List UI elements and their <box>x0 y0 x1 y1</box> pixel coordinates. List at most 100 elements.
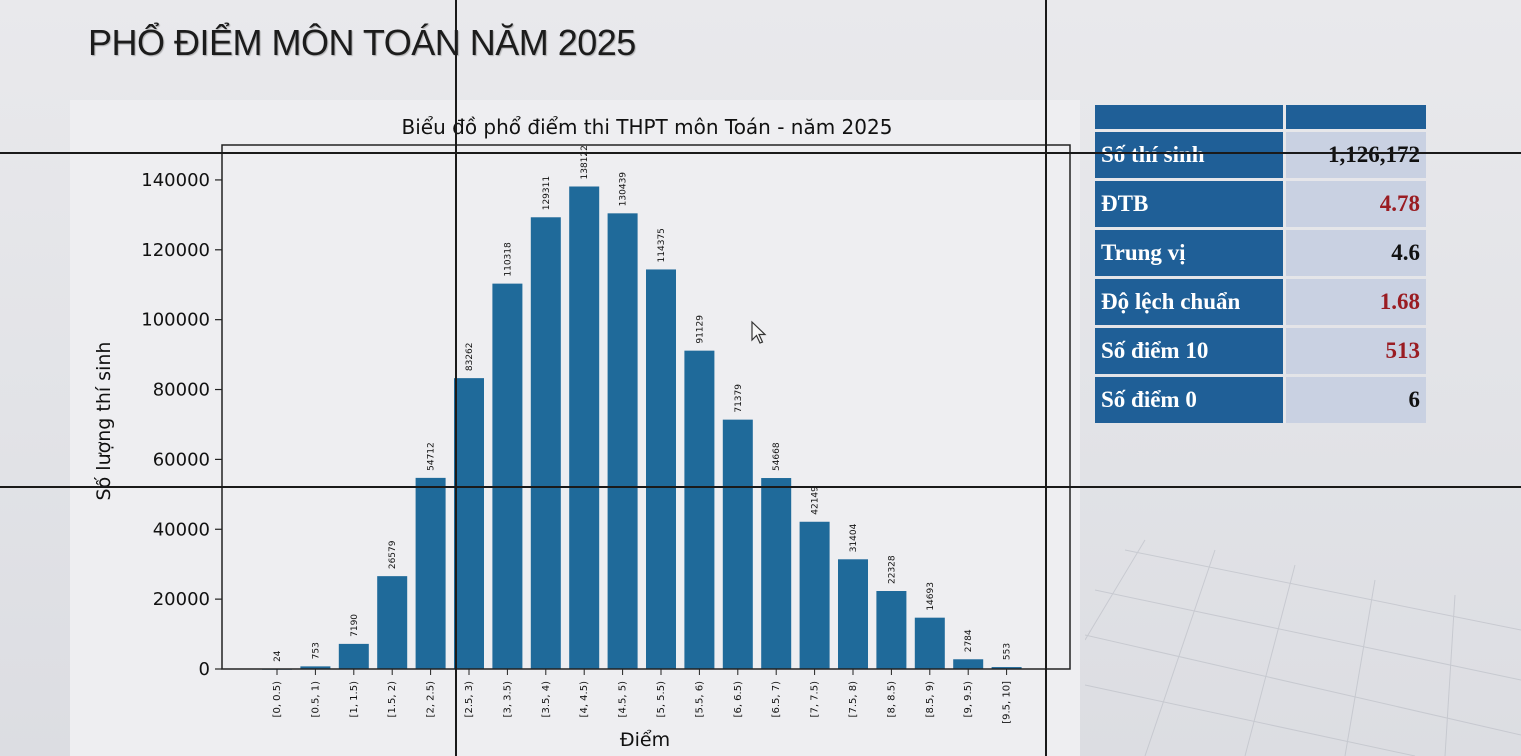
y-tick-label: 140000 <box>141 170 210 191</box>
y-tick-label: 100000 <box>141 310 210 331</box>
bar <box>607 213 638 669</box>
plot-frame <box>221 144 1071 670</box>
bar <box>377 576 408 669</box>
bar-value-label: 14693 <box>926 582 936 611</box>
x-tick-label: [0.5, 1) <box>310 681 321 718</box>
header-cell-value <box>1286 105 1426 129</box>
stats-row: Số thí sinh 1,126,172 <box>1095 132 1426 178</box>
bar-chart: Biểu đồ phổ điểm thi THPT môn Toán - năm… <box>93 115 1071 751</box>
bar-value-label: 26579 <box>388 540 398 569</box>
x-tick-label: [4, 4.5) <box>579 681 590 718</box>
table-header-row <box>1095 105 1426 129</box>
screen-seam-horizontal-1 <box>0 152 1521 154</box>
stats-label: Số thí sinh <box>1095 132 1286 178</box>
x-tick-label: [8, 8.5) <box>886 681 897 718</box>
bar <box>530 217 561 670</box>
bar <box>338 643 369 669</box>
stats-value: 6 <box>1286 377 1426 423</box>
bar-value-label: 553 <box>1003 643 1013 660</box>
bar-value-label: 91129 <box>695 315 705 344</box>
bar <box>684 350 715 669</box>
bar-value-label: 114375 <box>657 228 667 262</box>
statistics-table: Số thí sinh 1,126,172 ĐTB 4.78 Trung vị 4.6 Độ… <box>1095 102 1426 426</box>
stats-row: Số điểm 10 513 <box>1095 328 1426 374</box>
bar-value-label: 24 <box>273 650 283 662</box>
y-tick-label: 20000 <box>153 589 210 610</box>
stats-label: Trung vị <box>1095 230 1286 276</box>
bar-value-label: 54668 <box>772 442 782 471</box>
bar-value-label: 71379 <box>734 384 744 413</box>
y-axis: 0 20000 40000 60000 80000 100000 120000 140000 <box>141 170 222 680</box>
x-tick-label: [6.5, 7) <box>771 681 782 718</box>
bar-value-label: 2784 <box>964 629 974 652</box>
x-tick-label: [8.5, 9) <box>925 681 936 718</box>
bar <box>761 478 792 669</box>
screen-seam-horizontal-2 <box>0 486 1521 488</box>
x-tick-label: [2, 2.5) <box>426 681 437 718</box>
x-tick-label: [7, 7.5) <box>810 681 821 718</box>
x-tick-label: [4.5, 5) <box>618 681 629 718</box>
bar-value-label: 7190 <box>350 614 360 637</box>
bar <box>415 477 446 669</box>
bar <box>454 378 484 669</box>
x-tick-label: [3, 3.5) <box>502 681 513 718</box>
bar <box>646 269 676 669</box>
stats-row: ĐTB 4.78 <box>1095 181 1426 227</box>
bar-value-label: 42149 <box>811 486 821 515</box>
stats-label: Độ lệch chuẩn <box>1095 279 1286 325</box>
stats-value: 1.68 <box>1286 279 1426 325</box>
floor-grid-decoration <box>1085 539 1521 756</box>
bar <box>300 666 331 669</box>
bar <box>876 591 907 669</box>
x-tick-label: [3.5, 4) <box>541 681 552 718</box>
bars-layer: 24 753 7190 26579 54712 83262 110318 129311 1381… <box>262 145 1022 670</box>
mouse-cursor-icon <box>751 320 767 344</box>
stats-value: 4.6 <box>1286 230 1426 276</box>
stats-row: Độ lệch chuẩn 1.68 <box>1095 279 1426 325</box>
bar-value-label: 83262 <box>465 342 475 371</box>
x-tick-label: [6, 6.5) <box>733 681 744 718</box>
x-tick-label: [9.5, 10] <box>1002 681 1013 724</box>
bar <box>914 617 945 669</box>
header-cell-label <box>1095 105 1286 129</box>
stats-value: 513 <box>1286 328 1426 374</box>
x-tick-label: [1, 1.5) <box>349 681 360 718</box>
bar <box>722 419 753 669</box>
bar-value-label: 753 <box>311 642 321 659</box>
bar <box>569 186 600 669</box>
bar <box>953 659 984 669</box>
bar-value-label: 31404 <box>849 523 859 552</box>
y-axis-label: Số lượng thí sinh <box>93 342 115 501</box>
x-axis-label: Điểm <box>620 729 670 751</box>
screen-seam-vertical-2 <box>1045 0 1047 756</box>
stats-label: Số điểm 0 <box>1095 377 1286 423</box>
stats-value: 4.78 <box>1286 181 1426 227</box>
bar <box>799 521 830 669</box>
y-tick-label: 0 <box>199 659 210 680</box>
slide-title: PHỔ ĐIỂM MÔN TOÁN NĂM 2025 <box>88 22 636 63</box>
bar-value-label: 130439 <box>619 172 629 207</box>
bar-value-label: 54712 <box>427 442 437 471</box>
bar <box>492 283 523 669</box>
bar-value-label: 138122 <box>580 145 590 179</box>
screen-seam-vertical-1 <box>455 0 457 756</box>
chart-panel: Biểu đồ phổ điểm thi THPT môn Toán - năm… <box>70 100 1080 756</box>
stats-value: 1,126,172 <box>1286 132 1426 178</box>
x-tick-label: [7.5, 8) <box>848 681 859 718</box>
y-tick-label: 40000 <box>153 519 210 540</box>
x-tick-label: [0, 0.5) <box>272 681 283 718</box>
x-tick-label: [2.5, 3) <box>464 681 475 718</box>
stats-label: Số điểm 10 <box>1095 328 1286 374</box>
y-tick-label: 120000 <box>141 240 210 261</box>
bar <box>991 667 1022 669</box>
x-tick-label: [5, 5.5) <box>656 681 667 718</box>
stats-label: ĐTB <box>1095 181 1286 227</box>
stats-row: Trung vị 4.6 <box>1095 230 1426 276</box>
x-tick-label: [9, 9.5) <box>963 681 974 718</box>
y-tick-label: 80000 <box>153 380 210 401</box>
bar <box>838 559 868 669</box>
bar-value-label: 110318 <box>503 242 513 277</box>
x-tick-label: [5.5, 6) <box>694 681 705 718</box>
y-tick-label: 60000 <box>153 449 210 470</box>
